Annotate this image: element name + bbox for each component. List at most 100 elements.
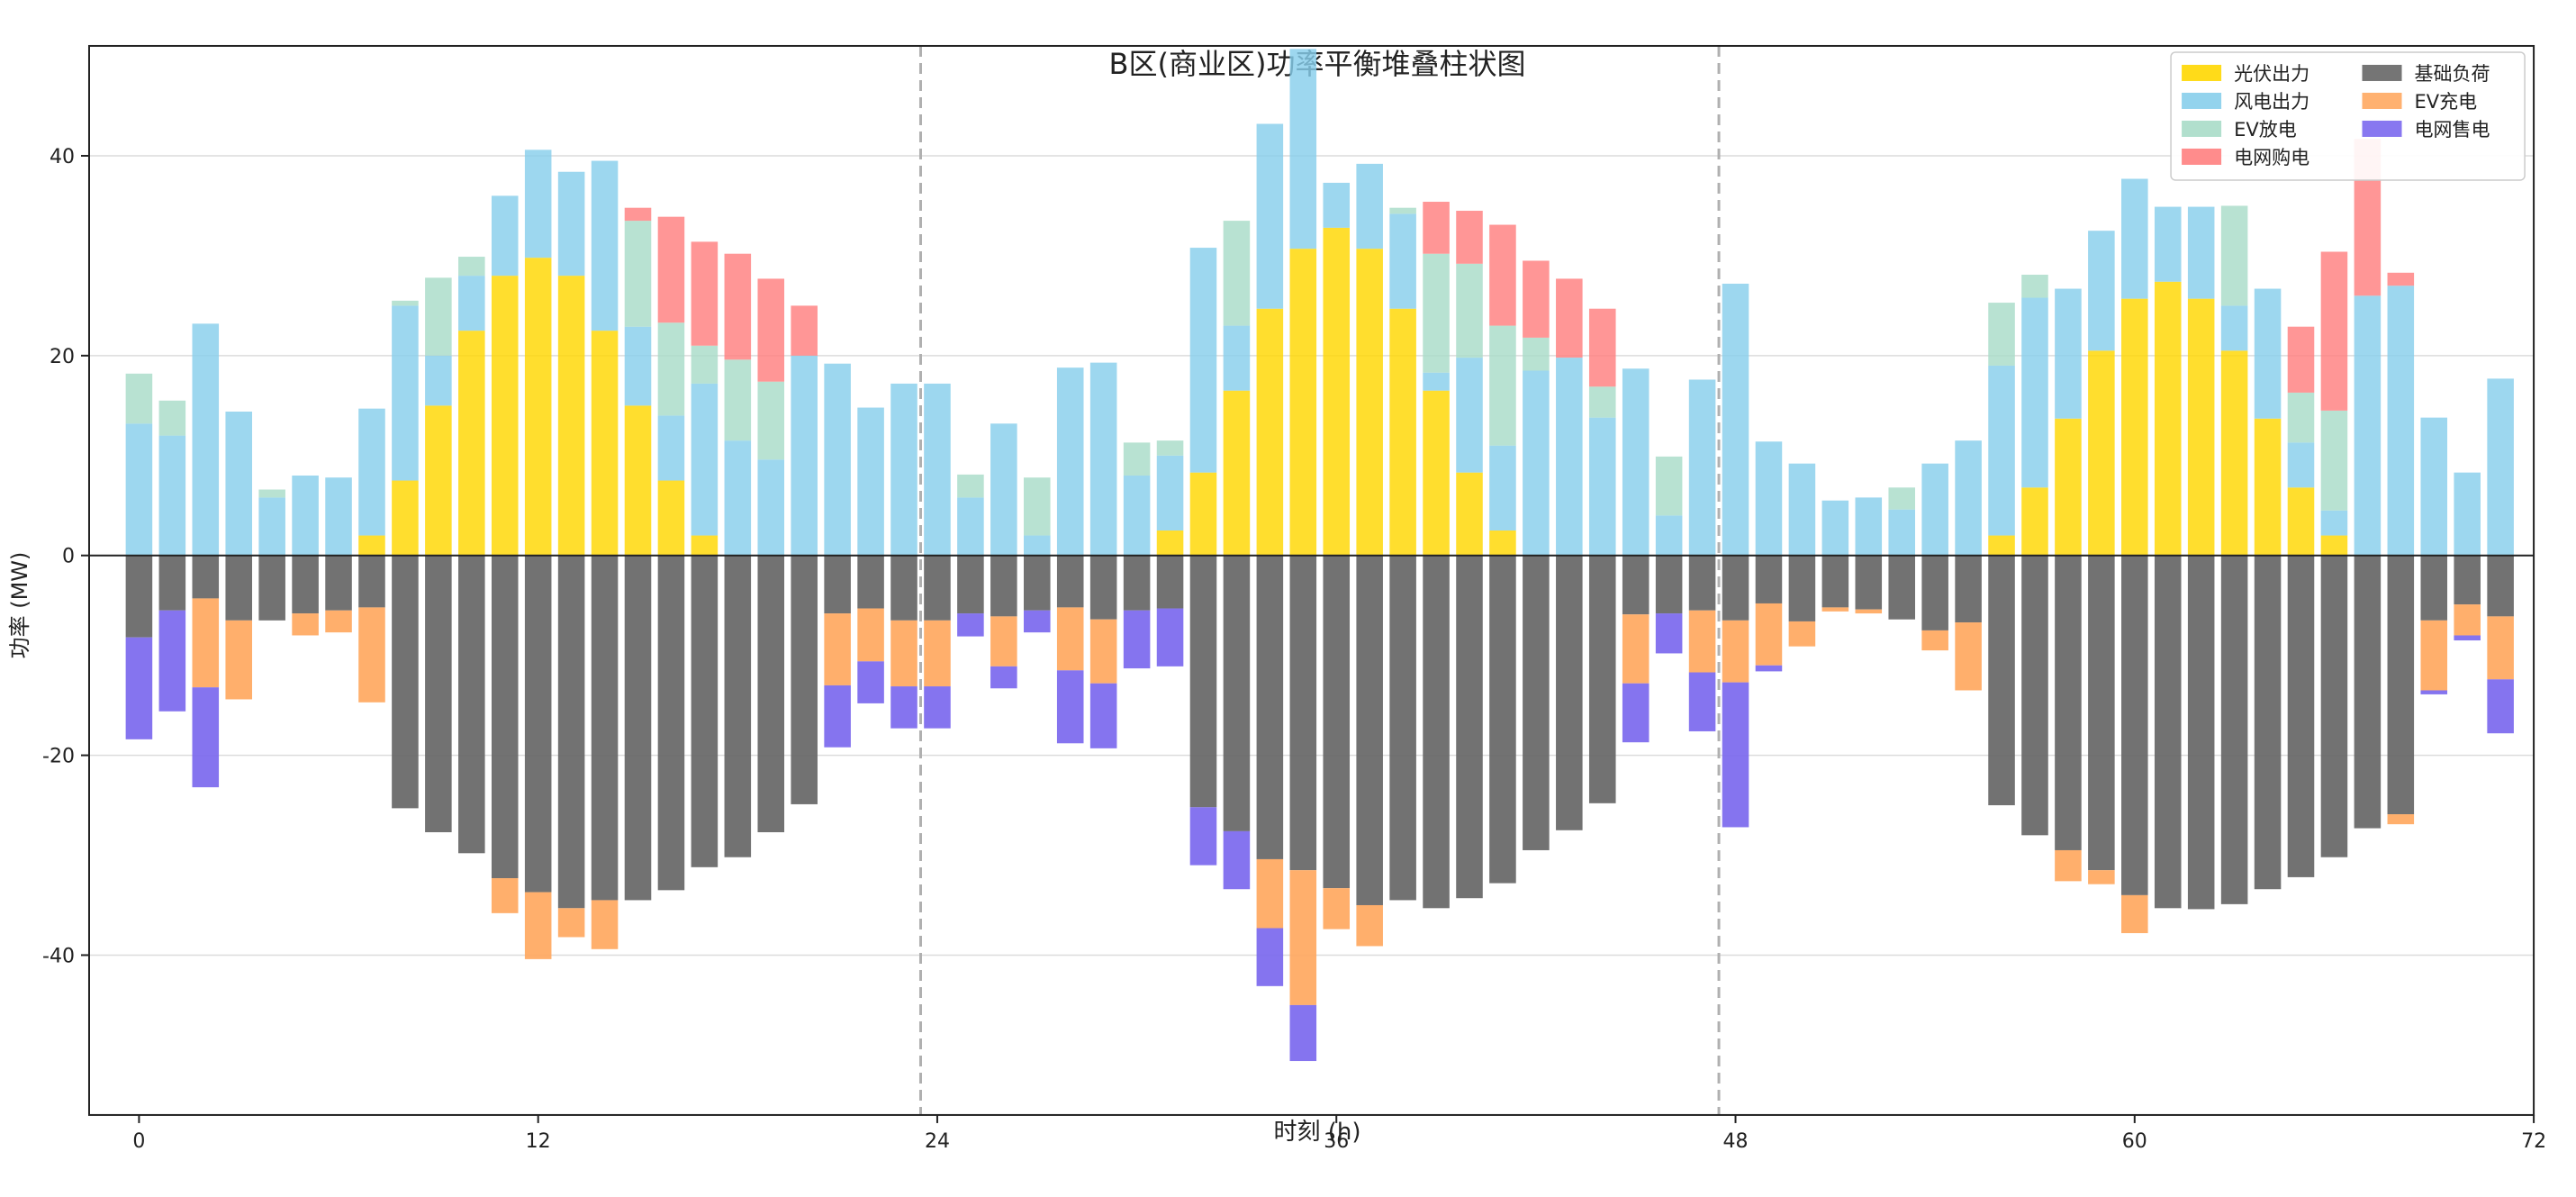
bar-wind <box>425 355 452 406</box>
bar-wind <box>1855 497 1883 556</box>
bar-base_load <box>2055 555 2082 850</box>
bar-wind <box>2220 305 2248 351</box>
bar-wind <box>2154 206 2182 282</box>
bar-wind <box>857 407 884 556</box>
legend-swatch-pv <box>2182 64 2222 81</box>
x-tick-label: 24 <box>925 1130 950 1153</box>
bar-wind <box>890 383 917 556</box>
legend-label-wind: 风电出力 <box>2234 91 2309 113</box>
bar-base_load <box>2121 555 2148 895</box>
bar-base_load <box>2021 555 2048 836</box>
bar-base_load <box>657 555 685 891</box>
bar-grid_buy <box>757 278 785 382</box>
bar-ev_discharge <box>158 400 186 436</box>
bar-base_load <box>2454 555 2481 605</box>
bar-grid_sell <box>2487 679 2514 734</box>
bar-wind <box>1556 358 1583 556</box>
bar-pv <box>2220 350 2248 556</box>
bar-pv <box>425 405 452 556</box>
bar-wind <box>724 440 752 556</box>
bar-base_load <box>857 555 884 609</box>
bar-wind <box>2454 472 2481 556</box>
bar-pv <box>1988 535 2015 556</box>
bar-ev_charge <box>1256 858 1284 929</box>
bar-wind <box>757 459 785 556</box>
bar-grid_buy <box>2387 272 2415 286</box>
bar-grid_buy <box>791 305 818 356</box>
bar-pv <box>1423 390 1450 556</box>
bar-wind <box>2088 231 2115 351</box>
bar-wind <box>1655 515 1683 556</box>
bar-ev_charge <box>591 900 619 949</box>
bar-base_load <box>1489 555 1516 884</box>
bar-wind <box>1988 365 2015 536</box>
bar-base_load <box>2154 555 2182 909</box>
bar-grid_sell <box>890 686 917 729</box>
bar-ev_charge <box>857 608 884 662</box>
y-tick-label: 0 <box>62 546 75 568</box>
bar-base_load <box>2088 555 2115 871</box>
bar-pv <box>557 276 585 556</box>
bar-ev_discharge <box>1588 386 1616 418</box>
bar-ev_discharge <box>1988 303 2015 366</box>
bar-ev_charge <box>1323 888 1351 929</box>
axes: -40 -20 0 20 40 0 12 24 36 48 60 72 <box>42 44 2546 1153</box>
bar-grid_buy <box>1489 224 1516 326</box>
bar-base_load <box>1988 555 2015 806</box>
bar-ev_charge <box>890 620 917 687</box>
bar-ev_charge <box>990 616 1017 667</box>
y-tick-label: -20 <box>42 746 75 768</box>
bar-wind <box>2121 178 2148 299</box>
bar-wind <box>1722 283 1749 556</box>
bar-ev_discharge <box>1123 442 1151 476</box>
day-separators <box>918 45 1721 1115</box>
bar-base_load <box>358 555 385 608</box>
x-tick-label: 12 <box>526 1130 551 1153</box>
bar-base_load <box>1855 555 1883 610</box>
bar-grid_sell <box>2454 635 2481 641</box>
bar-pv <box>1356 249 1383 556</box>
bar-grid_buy <box>1456 211 1483 264</box>
bar-wind <box>158 435 186 556</box>
bar-ev_discharge <box>2220 205 2248 306</box>
bar-wind <box>1821 500 1849 556</box>
bar-wind <box>591 160 619 331</box>
bar-base_load <box>2254 555 2282 890</box>
bar-pv <box>624 405 652 556</box>
bar-ev_charge <box>2387 814 2415 825</box>
bar-wind <box>125 423 153 556</box>
bar-ev_charge <box>2487 616 2514 680</box>
plot-frame <box>87 44 2535 1116</box>
bar-grid_sell <box>924 686 951 729</box>
bar-grid_sell <box>1722 682 1749 828</box>
bar-pv <box>524 258 552 556</box>
bar-ev_discharge <box>1489 325 1516 446</box>
bar-pv <box>392 480 419 556</box>
bar-pv <box>1189 472 1217 556</box>
bar-base_load <box>1323 555 1351 889</box>
bar-pv <box>1323 227 1351 556</box>
bar-ev_discharge <box>957 474 984 498</box>
bar-wind <box>1523 370 1550 556</box>
bar-base_load <box>1921 555 1948 630</box>
bar-wind <box>557 171 585 277</box>
bar-wind <box>2055 288 2082 419</box>
bar-ev_charge <box>1289 870 1317 1005</box>
bar-wind <box>1089 362 1117 556</box>
bar-ev_discharge <box>1156 440 1184 456</box>
bar-base_load <box>591 555 619 901</box>
legend-label-grid_buy: 电网购电 <box>2234 147 2309 168</box>
bar-pv <box>2187 298 2215 556</box>
bar-ev_charge <box>2121 894 2148 934</box>
bar-base_load <box>524 555 552 893</box>
bar-grid_sell <box>1289 1004 1317 1062</box>
legend-label-ev_charge: EV充电 <box>2415 91 2478 113</box>
bar-pv <box>2320 535 2348 556</box>
bar-ev_charge <box>557 908 585 938</box>
bar-pv <box>458 331 485 556</box>
bar-base_load <box>724 555 752 857</box>
bar-base_load <box>1123 555 1151 611</box>
bar-wind <box>2320 510 2348 536</box>
bar-pv <box>1256 308 1284 556</box>
